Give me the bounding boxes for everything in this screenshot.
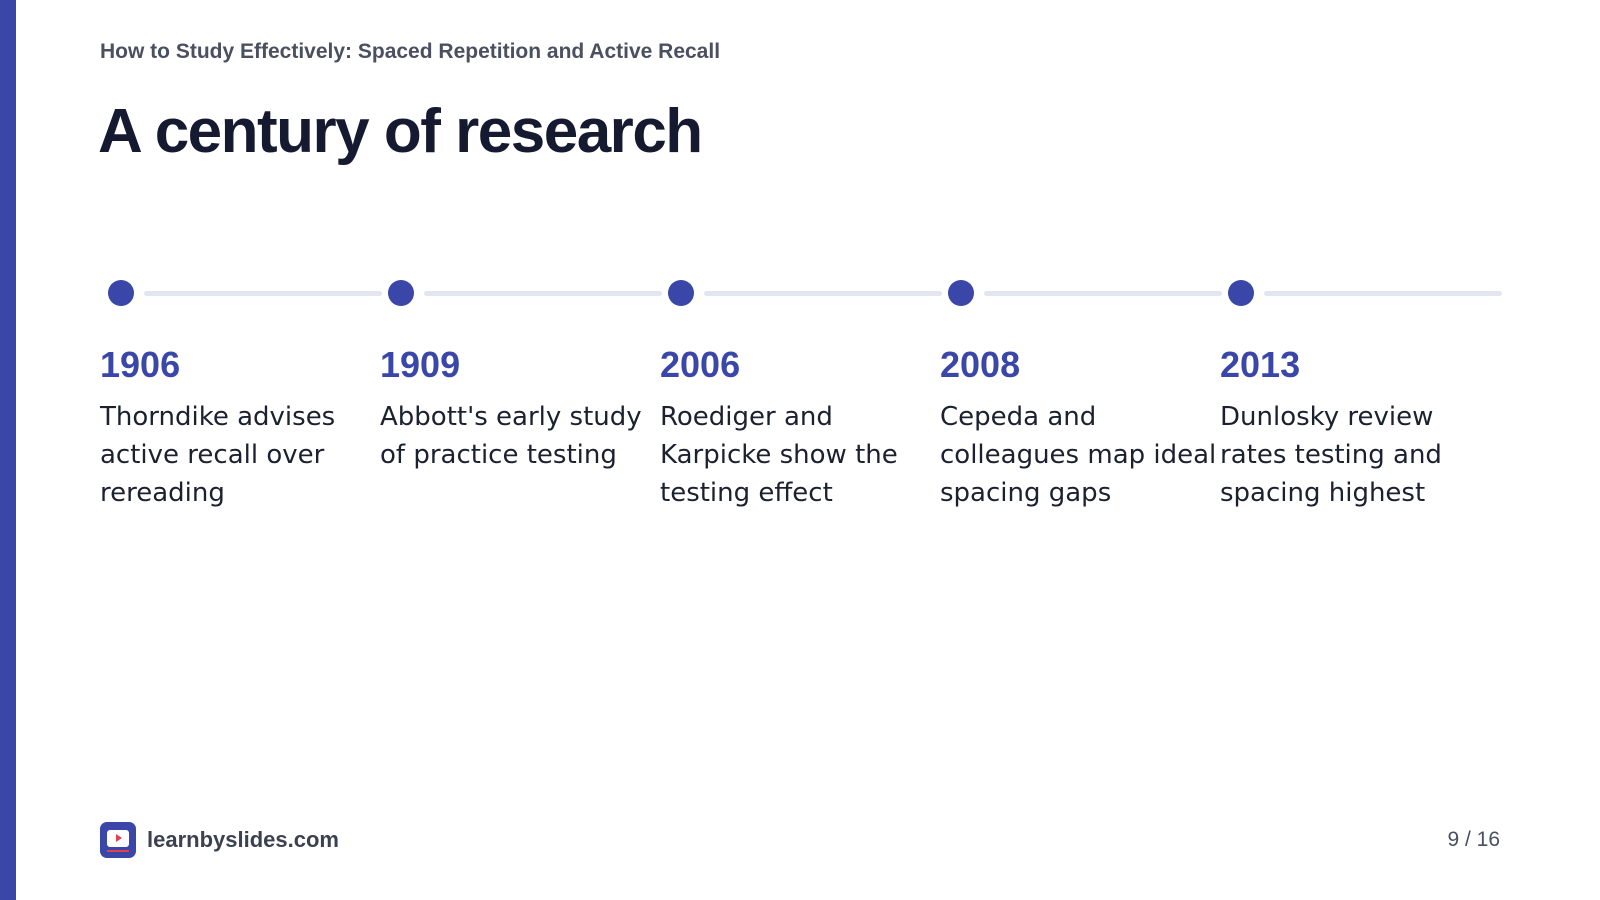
page-number: 9 / 16 bbox=[1447, 828, 1500, 851]
deck-title: How to Study Effectively: Spaced Repetit… bbox=[100, 40, 721, 63]
milestone-year: 2013 bbox=[1220, 344, 1301, 385]
accent-bar bbox=[0, 0, 16, 900]
milestone-year: 1909 bbox=[380, 344, 461, 385]
milestone-description: Abbott's early study of practice testing bbox=[380, 402, 642, 470]
timeline-connector bbox=[424, 291, 662, 296]
milestone-year: 1906 bbox=[100, 344, 181, 385]
milestone-year: 2006 bbox=[660, 344, 741, 385]
timeline-dot bbox=[948, 280, 974, 306]
slides-play-icon bbox=[100, 822, 136, 858]
timeline: 1906 Thorndike advises active recall ove… bbox=[100, 278, 1502, 538]
milestone-description: Thorndike advises active recall over rer… bbox=[100, 402, 336, 508]
milestone-description: Dunlosky review rates testing and spacin… bbox=[1220, 402, 1442, 508]
milestone-year: 2008 bbox=[940, 344, 1021, 385]
logo-underline bbox=[107, 850, 129, 852]
timeline-dot bbox=[668, 280, 694, 306]
milestone-description: Roediger and Karpicke show the testing e… bbox=[660, 402, 898, 508]
slide-title: A century of research bbox=[98, 97, 703, 166]
timeline-dot bbox=[108, 280, 134, 306]
footer-brand[interactable]: learnbyslides.com bbox=[100, 822, 339, 858]
timeline-connector bbox=[1264, 291, 1502, 296]
timeline-connector bbox=[704, 291, 942, 296]
timeline-connector bbox=[984, 291, 1222, 296]
timeline-connector bbox=[144, 291, 382, 296]
timeline-dot bbox=[1228, 280, 1254, 306]
timeline-dot bbox=[388, 280, 414, 306]
brand-name: learnbyslides.com bbox=[147, 827, 339, 852]
logo-play-triangle bbox=[116, 834, 122, 842]
milestone-description: Cepeda and colleagues map ideal spacing … bbox=[940, 402, 1217, 508]
logo-screen bbox=[107, 830, 129, 847]
